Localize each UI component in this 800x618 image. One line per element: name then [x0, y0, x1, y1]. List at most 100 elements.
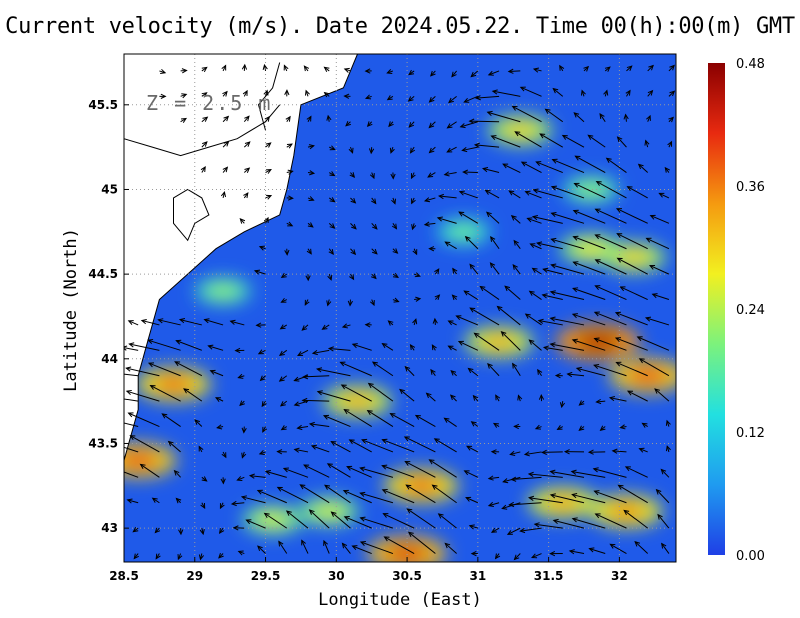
velocity-arrow: [343, 93, 351, 99]
velocity-arrow: [243, 141, 251, 148]
velocity-arrow: [264, 115, 270, 123]
velocity-arrow: [149, 385, 181, 402]
velocity-arrow: [587, 134, 606, 148]
velocity-arrow: [519, 86, 542, 97]
velocity-arrow: [430, 70, 436, 77]
velocity-arrow: [328, 171, 336, 177]
velocity-arrow: [431, 484, 457, 504]
velocity-arrow: [311, 349, 330, 356]
velocity-arrow: [371, 361, 394, 377]
velocity-arrow: [341, 542, 351, 554]
velocity-arrow: [492, 422, 500, 428]
velocity-arrow: [151, 497, 160, 504]
velocity-arrow: [668, 116, 674, 123]
velocity-arrow: [198, 445, 204, 453]
velocity-arrow: [237, 373, 245, 379]
velocity-arrow: [350, 222, 357, 230]
velocity-arrow: [644, 316, 670, 326]
velocity-arrow: [479, 285, 500, 300]
velocity-arrow: [638, 447, 648, 453]
velocity-arrow: [626, 186, 648, 199]
velocity-arrow: [544, 108, 564, 123]
velocity-arrow: [436, 216, 457, 224]
y-tick-label: 45.5: [88, 98, 118, 112]
velocity-arrow: [389, 146, 395, 154]
velocity-arrow: [486, 211, 500, 224]
velocity-arrow: [550, 185, 585, 199]
velocity-arrow: [257, 349, 266, 355]
velocity-arrow: [583, 65, 590, 72]
velocity-arrow: [427, 172, 436, 178]
velocity-arrow: [443, 417, 457, 427]
velocity-arrow: [457, 340, 479, 351]
velocity-arrow: [154, 527, 161, 534]
velocity-arrow: [175, 339, 203, 351]
velocity-arrow: [345, 120, 351, 127]
x-tick-label: 32: [611, 569, 628, 583]
velocity-arrow: [472, 394, 479, 402]
velocity-arrow: [474, 95, 500, 101]
velocity-arrow: [428, 146, 436, 154]
velocity-arrow: [175, 497, 182, 504]
velocity-arrow: [434, 294, 441, 301]
velocity-arrow: [532, 67, 542, 73]
velocity-arrow: [574, 155, 606, 173]
velocity-arrow: [556, 425, 564, 430]
velocity-arrow: [256, 489, 287, 504]
velocity-arrow: [473, 142, 500, 148]
velocity-arrow: [167, 440, 181, 453]
velocity-arrow: [253, 269, 266, 275]
velocity-arrow: [593, 490, 627, 504]
velocity-arrow: [578, 400, 585, 406]
velocity-arrow: [645, 237, 670, 250]
velocity-arrow: [470, 550, 478, 557]
velocity-arrow: [147, 362, 181, 377]
velocity-arrow: [128, 342, 160, 351]
speed-hotspot: [338, 393, 377, 409]
velocity-arrow: [178, 318, 202, 326]
velocity-arrow: [201, 141, 208, 148]
velocity-arrow: [248, 473, 266, 479]
velocity-arrow: [407, 95, 415, 102]
velocity-arrow: [646, 114, 651, 122]
velocity-arrow: [348, 439, 372, 453]
velocity-arrow: [549, 290, 585, 301]
velocity-arrow: [139, 463, 160, 478]
velocity-arrow: [159, 93, 167, 99]
speed-hotspot: [400, 477, 442, 494]
velocity-arrow: [634, 540, 649, 554]
velocity-arrow: [404, 365, 415, 377]
velocity-arrow: [617, 484, 648, 504]
velocity-arrow: [486, 110, 521, 123]
velocity-arrow: [668, 90, 676, 97]
velocity-arrow: [409, 146, 416, 154]
velocity-arrow: [347, 299, 353, 307]
velocity-arrow: [243, 115, 250, 123]
velocity-arrow: [241, 451, 247, 459]
velocity-arrow: [180, 93, 188, 99]
velocity-arrow: [506, 527, 521, 535]
velocity-arrow: [490, 235, 500, 250]
velocity-arrow: [280, 272, 288, 279]
velocity-arrow: [641, 422, 648, 428]
velocity-arrow: [637, 163, 649, 173]
velocity-arrow: [326, 463, 351, 478]
velocity-arrow: [383, 536, 415, 554]
velocity-arrow: [207, 344, 224, 351]
velocity-arrow: [595, 181, 627, 199]
land-area: [124, 54, 358, 461]
velocity-arrow: [459, 121, 478, 129]
velocity-arrow: [452, 267, 458, 275]
velocity-arrow: [280, 297, 287, 303]
velocity-arrow: [297, 349, 309, 356]
velocity-arrow: [513, 553, 521, 561]
velocity-arrow: [624, 466, 648, 478]
velocity-arrow: [201, 476, 208, 482]
velocity-arrow: [411, 223, 417, 231]
velocity-arrow: [428, 95, 436, 103]
speed-hotspot: [124, 452, 160, 469]
velocity-arrow: [552, 87, 564, 97]
velocity-arrow: [619, 286, 648, 300]
velocity-arrow: [262, 426, 268, 433]
velocity-arrow: [408, 121, 415, 128]
